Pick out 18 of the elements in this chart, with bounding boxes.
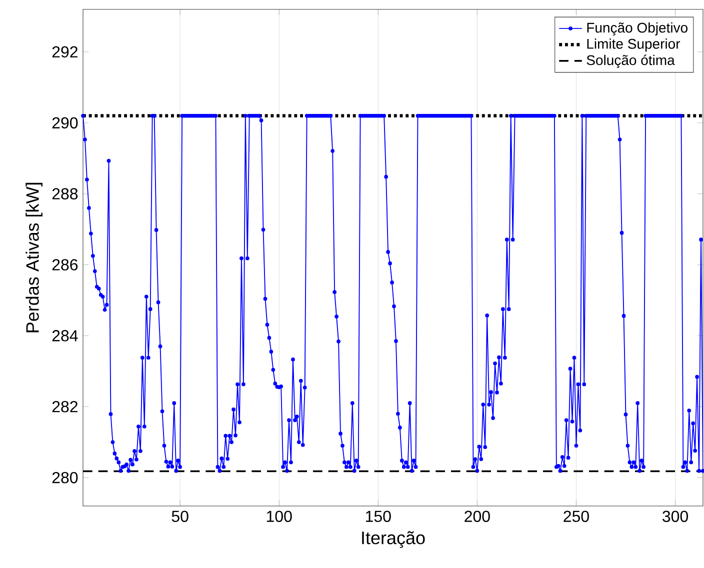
legend-label: Limite Superior [587,38,680,52]
x-tick-label: 150 [366,510,391,522]
y-tick-label: 284 [52,330,78,342]
legend-label: Função Objetivo [587,22,688,36]
x-axis-title: Iteração [362,531,425,548]
x-tick-label: 100 [266,510,292,522]
legend-label: Solução ótima [586,54,675,68]
x-tick-label: 200 [464,510,490,522]
y-tick-label: 290 [52,117,78,129]
y-axis-title: Perdas Ativas [kW] [26,182,42,332]
y-tick-label: 286 [52,259,78,270]
y-tick-label: 280 [52,472,78,484]
y-tick-label: 292 [52,46,78,58]
x-tick-label: 250 [564,510,589,522]
y-tick-label: 282 [52,400,78,412]
x-tick-label: 50 [172,510,188,522]
x-tick-label: 300 [662,510,688,522]
y-tick-label: 288 [52,188,78,200]
